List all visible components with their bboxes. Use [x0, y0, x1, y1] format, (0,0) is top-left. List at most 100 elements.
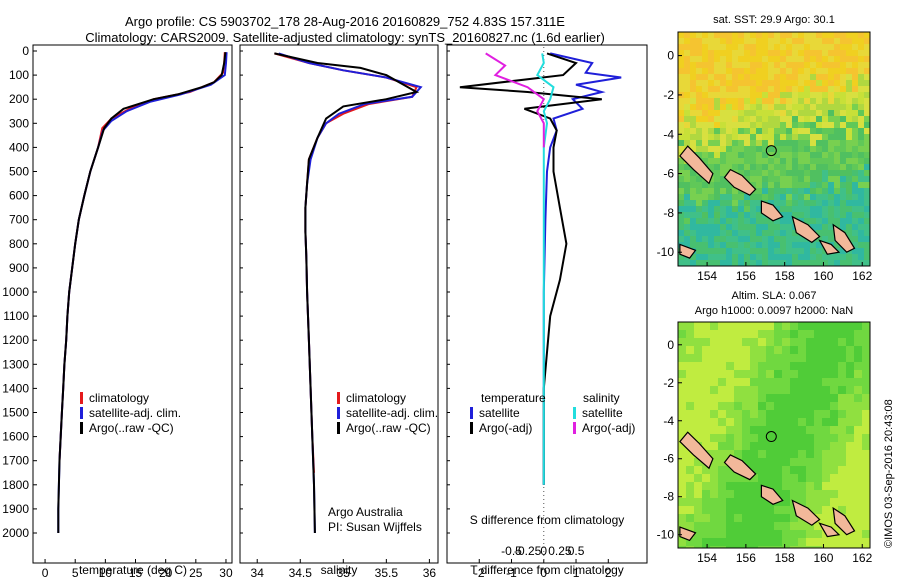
- island-5: [818, 239, 841, 255]
- panel-frame-0: [32, 44, 233, 564]
- map-x-tick-label: 154: [697, 551, 717, 565]
- s-difference-xlabel: S difference from climatology: [469, 513, 625, 527]
- island-0: [679, 431, 714, 470]
- diff-legend-t-argo: Argo(-adj): [470, 421, 532, 435]
- y-tick-label: 2000: [2, 526, 29, 540]
- top-x-tick-label: -0.25: [514, 544, 542, 558]
- map-y-tick-label: 0: [667, 49, 674, 63]
- diff-legend-s-argo: Argo(-adj): [573, 421, 635, 435]
- float-owner-line2: PI: Susan Wijffels: [328, 520, 422, 534]
- diff-legend-temperature-title: temperature: [481, 391, 546, 405]
- island-6: [679, 243, 697, 259]
- x-tick-label: 1: [573, 566, 580, 580]
- temp-legend-climatology: climatology: [80, 391, 149, 405]
- island-2: [760, 484, 784, 505]
- map-y-tick-label: -4: [663, 127, 674, 141]
- island-4: [832, 506, 856, 536]
- y-tick-label: 1900: [2, 502, 29, 516]
- x-tick-label: 35: [337, 566, 351, 580]
- x-tick-label: 2: [605, 566, 612, 580]
- x-tick-label: 25: [189, 566, 203, 580]
- island-5: [818, 522, 841, 538]
- y-tick-label: 0: [22, 44, 29, 58]
- sla-heatmap: [678, 322, 870, 548]
- sla-map-title-line2: Argo h1000: 0.0097 h2000: NaN: [694, 305, 854, 317]
- imos-credit: ©IMOS 03-Sep-2016 20:43:08: [883, 399, 895, 548]
- panel-frame-1: [239, 44, 439, 564]
- y-tick-label: 200: [9, 92, 29, 106]
- y-tick-label: 1400: [2, 381, 29, 395]
- x-tick-label: 0: [540, 566, 547, 580]
- y-tick-label: 1500: [2, 406, 29, 420]
- x-tick-label: 10: [99, 566, 113, 580]
- top-x-tick-label: 0.25: [548, 544, 572, 558]
- sal-legend-climatology: climatology: [337, 391, 406, 405]
- series-salinity-satellite: [536, 53, 555, 485]
- island-0: [679, 145, 714, 185]
- x-tick-label: 34: [251, 566, 265, 580]
- island-6: [679, 526, 697, 542]
- top-x-tick-label: 0.5: [568, 544, 585, 558]
- map-y-tick-label: -2: [663, 376, 674, 390]
- series-argo-raw-qc-: [274, 52, 420, 534]
- map-x-tick-label: 162: [852, 269, 872, 283]
- x-tick-label: -2: [474, 566, 485, 580]
- sal-legend-argo: Argo(..raw -QC): [337, 421, 431, 435]
- figure-title-line2: Climatology: CARS2009. Satellite-adjuste…: [85, 30, 605, 45]
- series-temperature-argo-adj-: [459, 52, 602, 485]
- x-tick-label: -1: [506, 566, 517, 580]
- y-tick-label: 1100: [3, 309, 29, 323]
- island-1: [723, 454, 757, 481]
- y-tick-label: 500: [9, 165, 29, 179]
- figure-title-line1: Argo profile: CS 5903702_178 28-Aug-2016…: [125, 14, 565, 29]
- temp-legend-argo: Argo(..raw -QC): [80, 421, 174, 435]
- x-tick-label: 15: [129, 566, 143, 580]
- float-owner-line1: Argo Australia: [328, 505, 403, 519]
- x-tick-label: 0: [42, 566, 49, 580]
- map-y-tick-label: -6: [663, 452, 674, 466]
- x-tick-label: 5: [72, 566, 79, 580]
- map-y-tick-label: -8: [663, 206, 674, 220]
- map-y-tick-label: -4: [663, 414, 674, 428]
- map-x-tick-label: 160: [813, 269, 833, 283]
- y-tick-label: 700: [9, 213, 29, 227]
- map-y-tick-label: 0: [667, 338, 674, 352]
- series-salinity-argo-adj-: [485, 52, 546, 148]
- map-y-tick-label: -6: [663, 167, 674, 181]
- diff-legend-t-satellite: satellite: [470, 406, 520, 420]
- series-satellite-adj-clim-: [57, 52, 228, 533]
- map-frame-1: [677, 321, 871, 549]
- map-x-tick-label: 154: [697, 269, 717, 283]
- y-tick-label: 600: [9, 189, 29, 203]
- y-tick-label: 1700: [2, 454, 29, 468]
- x-tick-label: 34.5: [289, 566, 313, 580]
- y-tick-label: 1600: [2, 430, 29, 444]
- map-x-tick-label: 162: [852, 551, 872, 565]
- y-tick-label: 900: [9, 261, 29, 275]
- map-y-tick-label: -10: [657, 245, 675, 259]
- x-tick-label: 20: [159, 566, 173, 580]
- map-x-tick-label: 156: [736, 269, 756, 283]
- x-tick-label: 35.5: [375, 566, 399, 580]
- y-tick-label: 300: [9, 116, 29, 130]
- temperature-xlabel: temperature (deg C): [78, 563, 188, 577]
- salinity-xlabel: salinity: [320, 563, 358, 577]
- sal-legend-satellite: satellite-adj. clim.: [337, 406, 438, 420]
- map-x-tick-label: 158: [775, 269, 795, 283]
- argo-location-marker: [765, 431, 777, 443]
- t-difference-xlabel: T difference from climatology: [470, 563, 624, 577]
- map-y-tick-label: -2: [663, 88, 674, 102]
- panel-frame-2: [446, 44, 648, 564]
- island-1: [723, 168, 757, 196]
- sla-map-title-line1: Altim. SLA: 0.067: [731, 290, 817, 302]
- top-x-tick-label: -0.5: [501, 544, 522, 558]
- y-tick-label: 1200: [2, 333, 29, 347]
- island-2: [760, 200, 784, 222]
- island-4: [832, 223, 856, 253]
- map-x-tick-label: 156: [736, 551, 756, 565]
- y-tick-label: 1000: [2, 285, 29, 299]
- diff-legend-s-satellite: satellite: [573, 406, 623, 420]
- y-tick-label: 400: [9, 140, 29, 154]
